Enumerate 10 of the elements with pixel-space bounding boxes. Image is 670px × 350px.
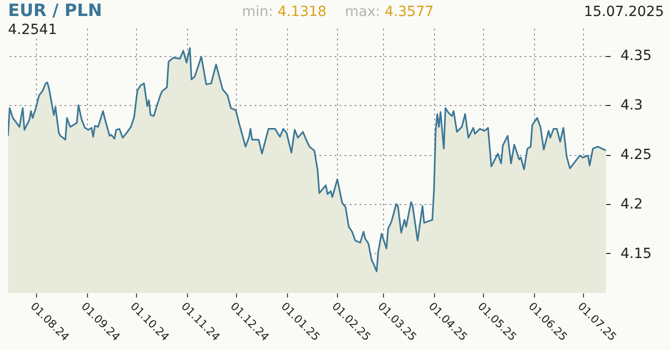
text: 15.07.2025 <box>584 4 664 20</box>
chart-title: EUR / PLN <box>8 1 102 21</box>
y-tick-label: 4.2 <box>620 196 643 213</box>
y-tick-label: 4.35 <box>620 48 652 64</box>
text: min: 4.1318 <box>242 4 327 20</box>
y-tick-label: 4.3 <box>620 98 643 114</box>
y-tick-label: 4.15 <box>620 246 652 262</box>
annotation: 4.2541 <box>8 22 57 38</box>
text: max: 4.3577 <box>345 4 434 20</box>
y-tick-label: 4.25 <box>620 147 652 164</box>
